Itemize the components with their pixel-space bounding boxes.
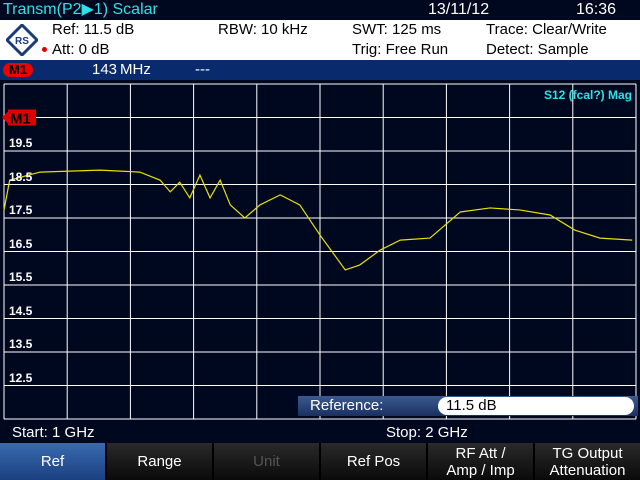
marker-bar: M1 143 MHz --- — [0, 60, 640, 80]
detector[interactable]: Detect: Sample — [486, 41, 589, 58]
y-tick-label: 12.5 — [9, 370, 33, 385]
marker-label: M1 — [10, 111, 31, 128]
trigger[interactable]: Trig: Free Run — [352, 41, 449, 58]
y-tick-label: 17.5 — [9, 203, 33, 217]
sweep-time[interactable]: SWT: 125 ms — [352, 21, 442, 38]
y-tick-label: 18.5 — [9, 169, 33, 184]
attenuation[interactable]: Att: 0 dB — [52, 41, 110, 58]
title-bar: Transm(P2▶1) Scalar 13/11/12 16:36 — [0, 0, 640, 20]
start-frequency: Start: 1 GHz — [12, 424, 95, 441]
rbw[interactable]: RBW: 10 kHz — [218, 21, 308, 38]
marker-arrow-icon — [2, 111, 8, 124]
stop-frequency: Stop: 2 GHz — [386, 424, 468, 441]
softkey-rf-att[interactable]: RF Att / Amp / Imp — [428, 443, 533, 480]
reference-label: Reference: — [310, 397, 384, 414]
svg-text:RS: RS — [15, 36, 29, 47]
softkey-range[interactable]: Range — [107, 443, 212, 480]
softkey-ref[interactable]: Ref — [0, 443, 105, 480]
softkey-tg-output[interactable]: TG Output Attenuation — [535, 443, 640, 480]
y-tick-label: 15.5 — [9, 270, 33, 284]
marker-tag[interactable]: M1 — [3, 63, 33, 77]
softkey-ref-pos[interactable]: Ref Pos — [321, 443, 426, 480]
date: 13/11/12 — [428, 1, 490, 18]
y-tick-label: 13.5 — [9, 337, 33, 351]
time: 16:36 — [576, 1, 617, 18]
att-indicator-icon — [42, 47, 47, 52]
y-tick-label: 14.5 — [9, 303, 33, 318]
y-tick-label: 19.5 — [9, 136, 33, 150]
marker-value: --- — [195, 61, 210, 78]
rs-logo-icon: RS — [6, 24, 38, 56]
y-tick-label: 16.5 — [9, 236, 33, 251]
reference-input[interactable]: 11.5 dB — [438, 397, 634, 415]
ref-level[interactable]: Ref: 11.5 dB — [52, 21, 135, 38]
trace-line — [3, 169, 633, 271]
softkey-unit[interactable]: Unit — [214, 443, 319, 480]
softkey-bar: Ref Range Unit Ref Pos RF Att / Amp / Im… — [0, 443, 640, 480]
settings-panel: RS Ref: 11.5 dB Att: 0 dB RBW: 10 kHz SW… — [0, 20, 640, 60]
trace-mode[interactable]: Trace: Clear/Write — [486, 21, 607, 38]
reference-entry[interactable]: Reference: 11.5 dB — [298, 396, 638, 416]
mode-title: Transm(P2▶1) Scalar — [3, 1, 158, 18]
trace-plot[interactable]: M1 — [0, 80, 640, 423]
marker-flag — [8, 109, 36, 126]
marker-frequency: 143 MHz — [92, 61, 151, 78]
trace-label: S12 (fcal?) Mag — [543, 88, 632, 102]
